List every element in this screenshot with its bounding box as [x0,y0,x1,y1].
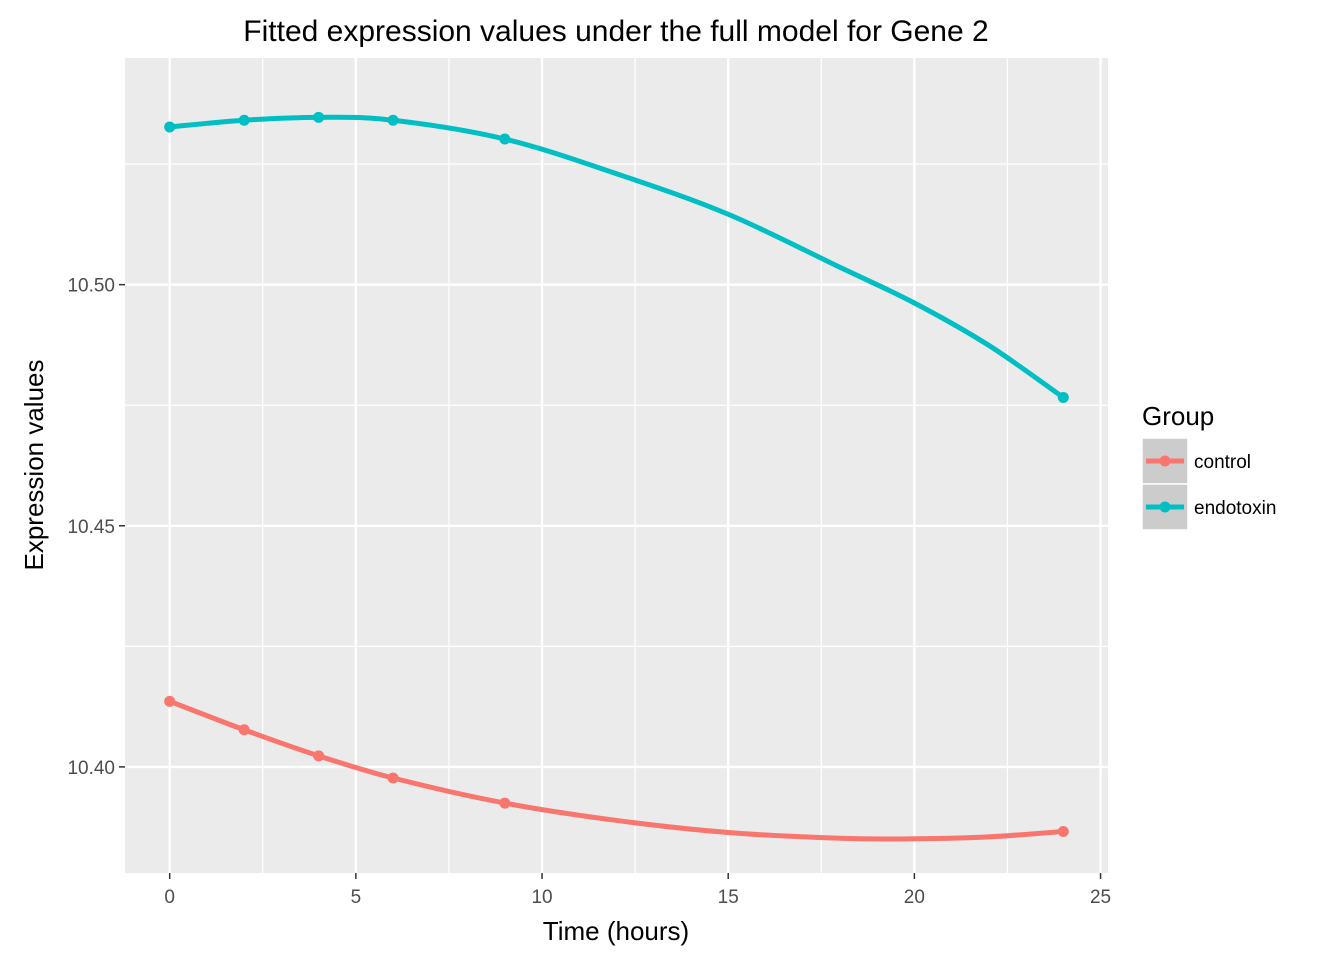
minor-gridlines [125,58,1108,873]
data-point-control [387,772,399,784]
data-point-endotoxin [499,133,511,145]
data-point-control [238,724,250,736]
legend-title: Group [1142,401,1214,431]
series-layer [164,111,1069,842]
x-tick-label: 10 [531,887,552,908]
y-axis: 10.40 10.45 10.50 [67,276,125,779]
major-gridlines [125,58,1108,873]
x-tick-label: 25 [1090,887,1111,908]
y-tick-label: 10.40 [67,758,115,779]
y-tick-label: 10.50 [67,276,115,297]
legend-key-point [1159,455,1171,467]
y-tick-label: 10.45 [67,517,115,538]
data-point-endotoxin [1057,392,1069,404]
y-axis-title: Expression values [19,360,49,571]
x-tick-label: 0 [164,887,175,908]
data-point-control [164,695,176,707]
legend-key-point [1159,501,1171,513]
data-point-control [1057,826,1069,838]
x-axis: 0 5 10 15 20 25 [164,873,1111,908]
legend-label-control: control [1194,452,1251,473]
x-tick-label: 20 [904,887,925,908]
x-tick-label: 5 [351,887,362,908]
data-point-endotoxin [387,114,399,126]
series-line-endotoxin [167,114,1066,400]
plot-panel [125,58,1108,873]
series-control [164,695,1069,842]
data-point-control [313,750,325,762]
chart-title: Fitted expression values under the full … [243,15,988,48]
data-point-endotoxin [313,111,325,123]
legend: Group control endotoxin [1141,401,1276,531]
x-axis-title: Time (hours) [543,916,689,946]
legend-items: control endotoxin [1141,437,1276,531]
data-point-control [499,797,511,809]
data-point-endotoxin [238,114,250,126]
series-endotoxin [164,111,1069,404]
data-point-endotoxin [164,121,176,133]
legend-label-endotoxin: endotoxin [1194,498,1276,519]
series-line-control [167,698,1066,842]
x-tick-label: 15 [718,887,739,908]
